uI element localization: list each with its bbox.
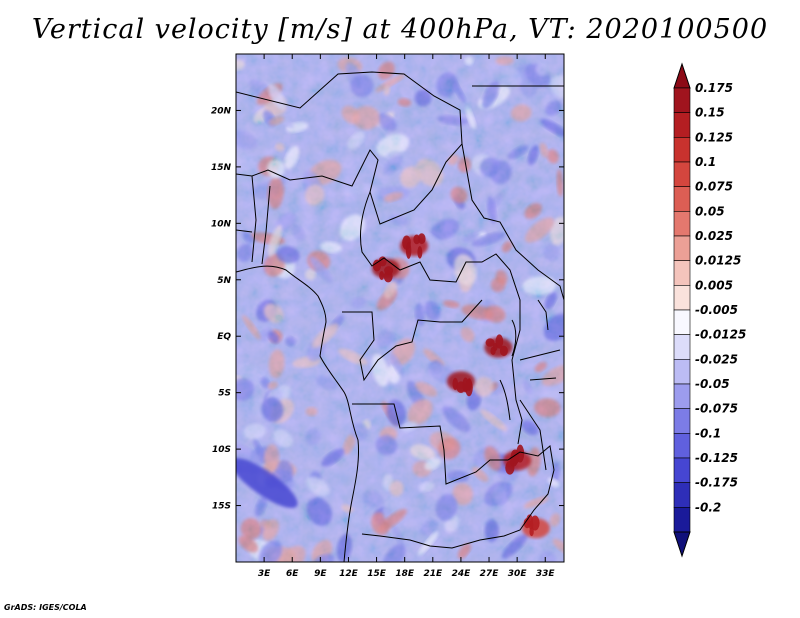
y-tick-label: 15S (212, 502, 231, 512)
colorbar-label: -0.2 (695, 500, 721, 514)
x-tick-label: 6E (286, 569, 299, 579)
ascent-core (523, 518, 531, 529)
colorbar-swatch (673, 285, 691, 311)
ascent-core (417, 246, 423, 259)
colorbar-label: 0.175 (695, 81, 733, 95)
feature-marks (236, 233, 550, 539)
border-east (461, 85, 564, 471)
y-tick-label: 10S (212, 445, 231, 455)
ascent-core (466, 378, 472, 391)
x-tick-label: 9E (314, 569, 327, 579)
colorbar-label: 0.0125 (695, 254, 741, 268)
x-tick-label: 18E (395, 569, 415, 579)
field-texture (236, 54, 564, 562)
colorbar-label: -0.025 (695, 352, 738, 366)
colorbar-swatch (673, 309, 691, 335)
colorbar-label: 0.005 (695, 278, 733, 292)
colorbar-swatch (673, 87, 691, 113)
ascent-core (372, 259, 382, 272)
colorbar-label: 0.1 (695, 155, 716, 169)
axis-labels: 3E 6E 9E 12E 15E 18E 21E 24E 27E 30E 33E 20N 15N 10N 5… (211, 106, 556, 579)
x-tick-label: 33E (536, 569, 556, 579)
y-tick-label: 20N (211, 106, 232, 116)
x-tick-label: 24E (452, 569, 472, 579)
colorbar-label: 0.025 (695, 229, 733, 243)
x-tick-label: 30E (508, 569, 528, 579)
ascent-core (456, 381, 466, 393)
ascent-core (490, 346, 496, 356)
coastline (236, 265, 359, 562)
subsidence-feature (236, 458, 298, 508)
colorbar-label: -0.075 (695, 402, 738, 416)
border-west (236, 175, 271, 265)
border-congo (342, 299, 483, 382)
ascent-core (495, 334, 504, 349)
grads-credit: GrADS: IGES/COLA (4, 603, 87, 612)
colorbar-swatch (673, 359, 691, 385)
colorbar-label: -0.05 (695, 377, 730, 391)
colorbar-swatch (673, 186, 691, 212)
colorbar-label: 0.05 (695, 204, 725, 218)
colorbar-swatch (673, 260, 691, 286)
border-lakes (499, 299, 549, 421)
y-tick-label: 5N (217, 276, 231, 286)
colorbar-swatch (673, 383, 691, 409)
ascent-core (529, 526, 534, 537)
country-boundaries (236, 71, 564, 562)
y-tick-label: EQ (217, 332, 231, 342)
colorbar: 0.175 0.15 0.125 0.1 0.075 0.05 0.025 0.0125 0.0… (673, 62, 746, 558)
colorbar-label: 0.15 (695, 106, 725, 120)
ascent-core (499, 345, 508, 357)
ascent-core (384, 266, 394, 275)
colorbar-swatch (673, 334, 691, 360)
y-tick-label: 10N (211, 219, 232, 229)
ascent-core (417, 233, 426, 245)
colorbar-label: -0.005 (695, 303, 738, 317)
colorbar-swatch (673, 457, 691, 483)
border-sahel (236, 71, 463, 225)
x-tick-label: 21E (423, 569, 443, 579)
colorbar-swatch (673, 433, 691, 459)
colorbar-label: -0.125 (695, 451, 738, 465)
y-tick-label: 5S (218, 389, 231, 399)
colorbar-swatch (673, 211, 691, 237)
colorbar-swatch (673, 137, 691, 163)
colorbar-swatch (673, 235, 691, 261)
map-frame (235, 53, 565, 563)
colorbar-top-arrow (673, 62, 691, 89)
colorbar-label: 0.075 (695, 180, 733, 194)
colorbar-label: -0.0125 (695, 328, 746, 342)
colorbar-swatch (673, 408, 691, 434)
axis-ticks (236, 54, 564, 562)
x-tick-label: 12E (339, 569, 359, 579)
colorbar-swatch (673, 161, 691, 187)
ascent-core (402, 235, 411, 250)
colorbar-label: -0.1 (695, 426, 721, 440)
y-tick-label: 15N (211, 163, 232, 173)
colorbar-swatch (673, 482, 691, 508)
ascent-core (485, 338, 495, 347)
chart-title: Vertical velocity [m/s] at 400hPa, VT: 2… (31, 14, 769, 45)
x-tick-label: 27E (480, 569, 500, 579)
colorbar-swatch (673, 112, 691, 138)
x-tick-label: 15E (367, 569, 387, 579)
colorbar-label: 0.125 (695, 130, 733, 144)
border-central (359, 191, 523, 445)
colorbar-bottom-arrow (673, 531, 691, 558)
colorbar-label: -0.175 (695, 476, 738, 490)
x-tick-label: 3E (258, 569, 271, 579)
colorbar-swatch (673, 507, 691, 533)
ascent-core (379, 271, 385, 280)
ascent-core (505, 460, 515, 475)
map-area (236, 54, 564, 562)
border-south (352, 403, 555, 549)
